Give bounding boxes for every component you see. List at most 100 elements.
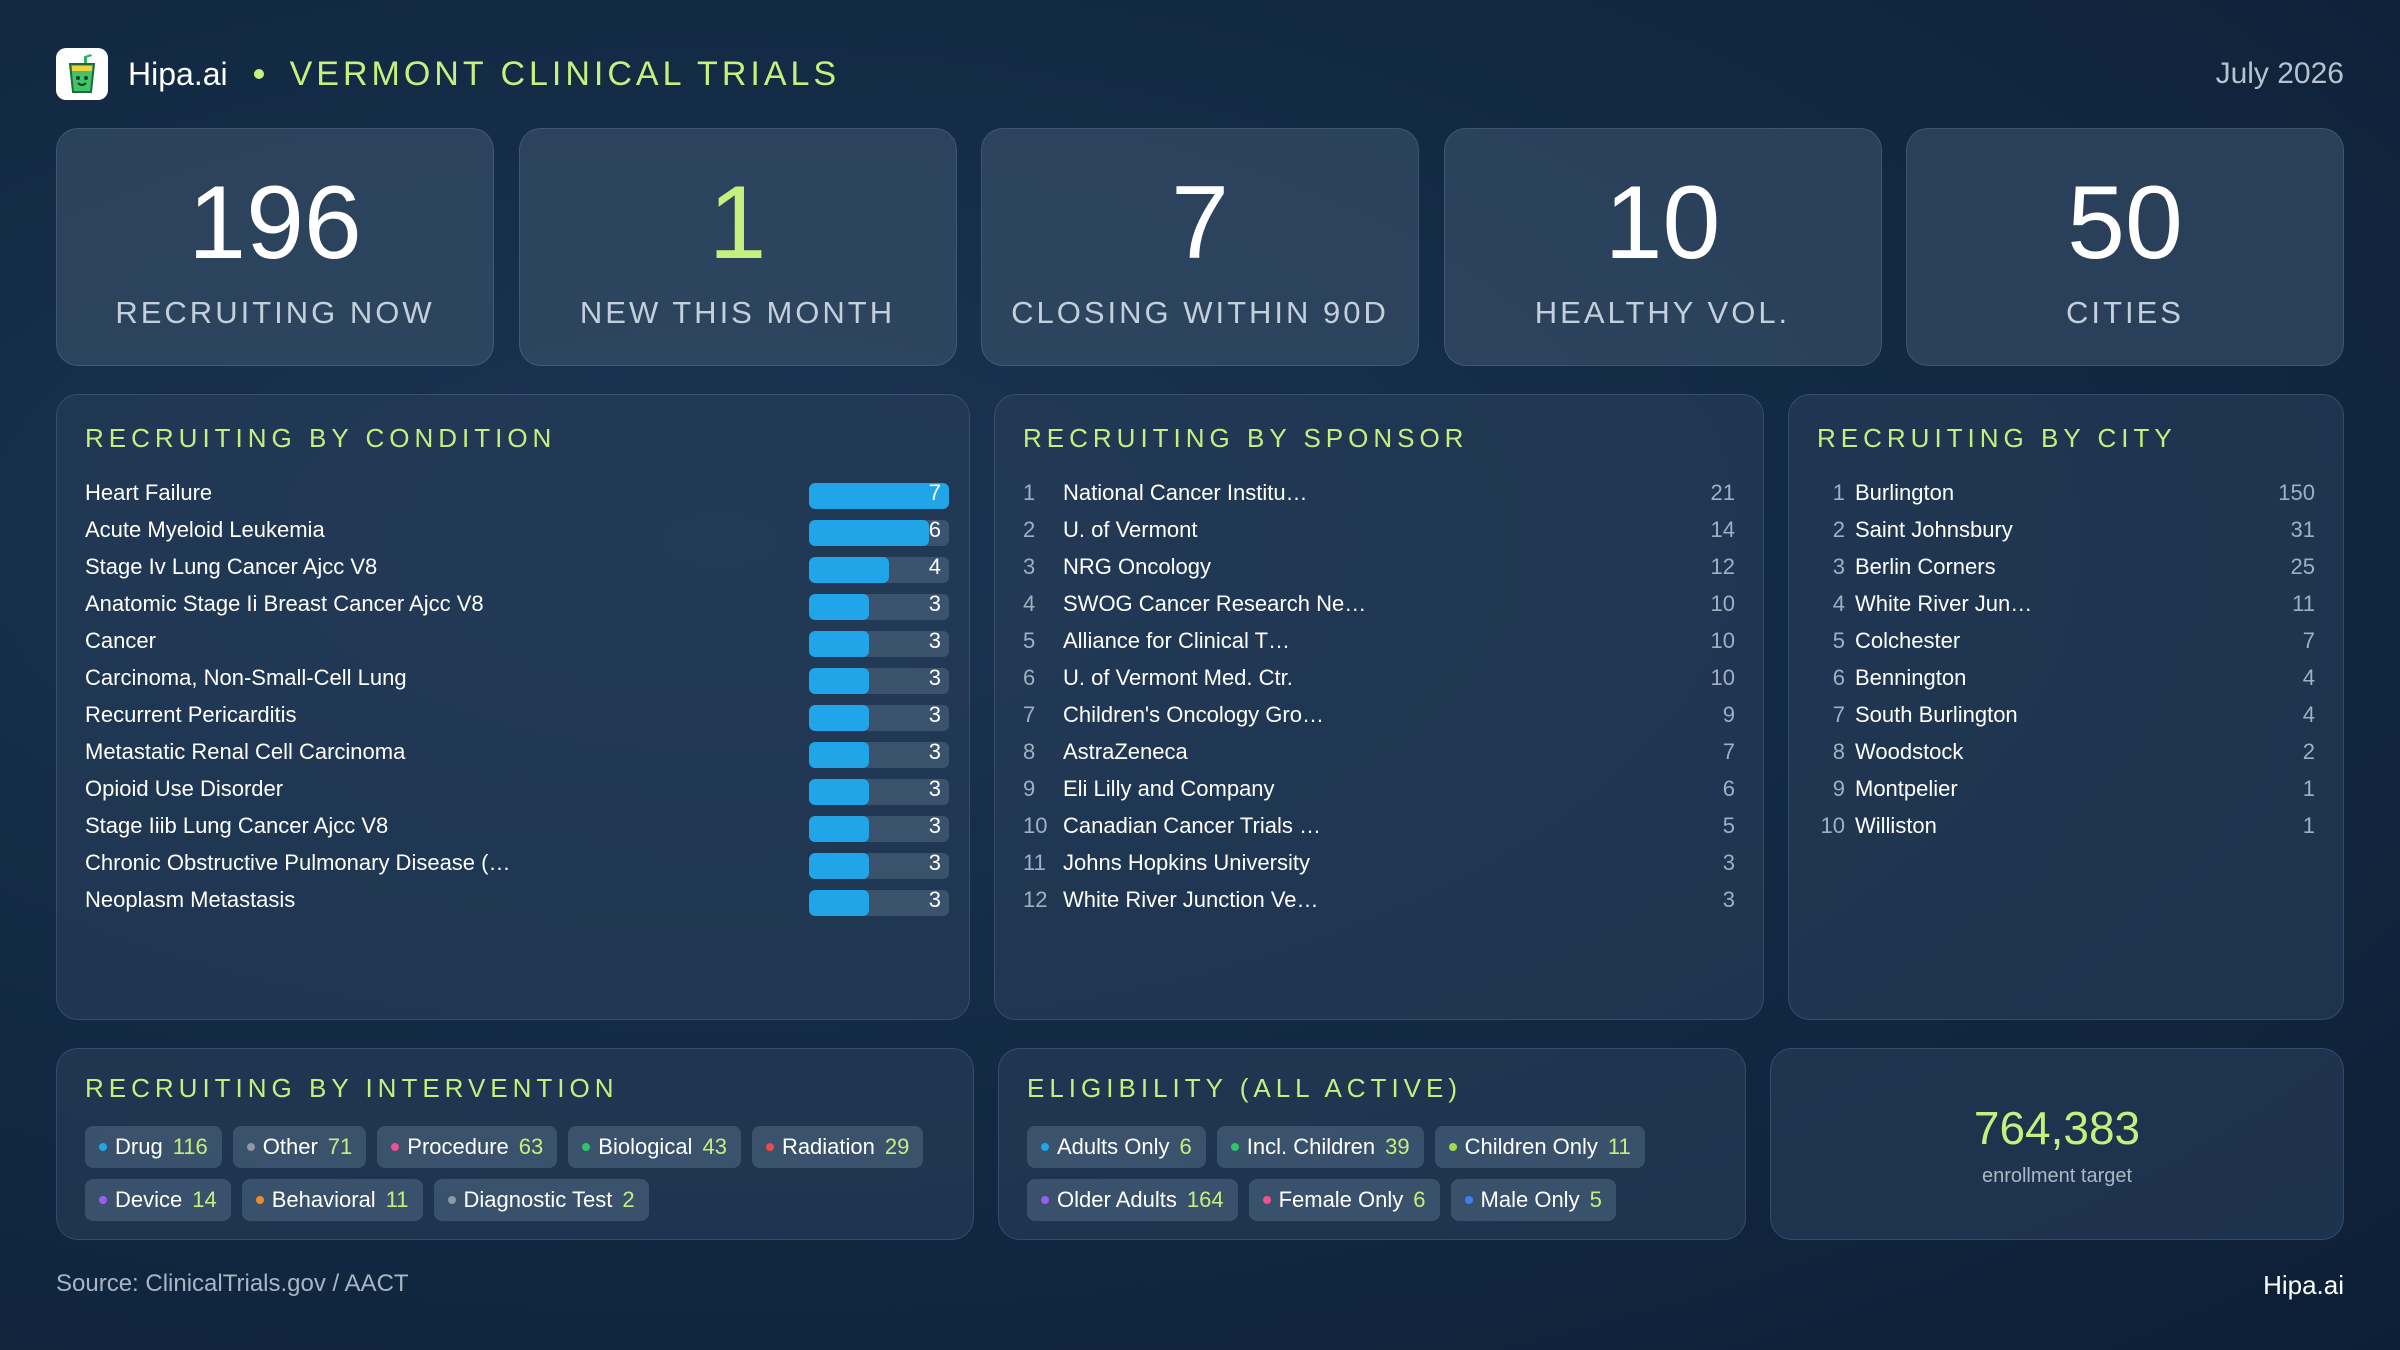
sponsor-name: NRG Oncology	[1063, 554, 1211, 579]
intervention-panel: RECRUITING BY INTERVENTION Drug 116 Other 7…	[56, 1048, 974, 1240]
city-row[interactable]: 1 Burlington 150	[1817, 474, 2315, 511]
city-name: Montpelier	[1855, 776, 1958, 801]
condition-row[interactable]: Chronic Obstructive Pulmonary Disease (……	[85, 844, 949, 881]
kpi-label: NEW THIS MONTH	[579, 295, 896, 330]
sponsor-panel-title: RECRUITING BY SPONSOR	[1023, 423, 1469, 453]
condition-list: Heart Failure 7 Acute Myeloid Leukemia 6 Sta…	[85, 474, 949, 918]
sponsor-name: Children's Oncology Gro…	[1063, 702, 1324, 727]
intervention-chip[interactable]: Drug 116	[85, 1126, 222, 1168]
intervention-chip[interactable]: Other 71	[232, 1126, 367, 1168]
sponsor-row[interactable]: 4 SWOG Cancer Research Ne… 10	[1023, 585, 1735, 622]
sponsor-name: National Cancer Institu…	[1063, 480, 1308, 505]
sponsor-row[interactable]: 2 U. of Vermont 14	[1023, 511, 1735, 548]
condition-count: 3	[928, 628, 941, 653]
eligibility-chip[interactable]: Incl. Children 39	[1216, 1126, 1424, 1168]
eligibility-chip-count: 11	[1607, 1134, 1631, 1159]
city-row[interactable]: 10 Williston 1	[1817, 807, 2315, 844]
city-row[interactable]: 9 Montpelier 1	[1817, 770, 2315, 807]
sponsor-name: U. of Vermont Med. Ctr.	[1063, 665, 1293, 690]
sponsor-name: Canadian Cancer Trials …	[1063, 813, 1322, 838]
intervention-chip-count: 71	[327, 1134, 353, 1159]
intervention-chip[interactable]: Diagnostic Test 2	[433, 1179, 649, 1221]
condition-row[interactable]: Metastatic Renal Cell Carcinoma 3	[85, 733, 949, 770]
eligibility-chip[interactable]: Female Only 6	[1248, 1179, 1440, 1221]
eligibility-chip[interactable]: Adults Only 6	[1027, 1126, 1206, 1168]
eligibility-chip-count: 6	[1179, 1134, 1192, 1159]
eligibility-chip[interactable]: Children Only 11	[1434, 1126, 1645, 1168]
city-count: 4	[2302, 665, 2315, 690]
eligibility-chip-label: Incl. Children	[1246, 1134, 1376, 1159]
sponsor-rank: 7	[1023, 702, 1036, 727]
condition-count: 3	[928, 850, 941, 875]
condition-row[interactable]: Stage Iv Lung Cancer Ajcc V8 4	[85, 548, 949, 585]
condition-row[interactable]: Stage Iiib Lung Cancer Ajcc V8 3	[85, 807, 949, 844]
city-row[interactable]: 7 South Burlington 4	[1817, 696, 2315, 733]
condition-name: Heart Failure	[85, 480, 213, 505]
condition-bar	[809, 890, 869, 916]
intervention-chip[interactable]: Biological 43	[568, 1126, 741, 1168]
eligibility-chip[interactable]: Older Adults 164	[1027, 1179, 1238, 1221]
city-count: 1	[2302, 813, 2315, 838]
intervention-chip-label: Biological	[598, 1134, 693, 1159]
app-logo[interactable]	[56, 48, 108, 100]
city-row[interactable]: 3 Berlin Corners 25	[1817, 548, 2315, 585]
intervention-chip-label: Drug	[115, 1134, 163, 1159]
city-row[interactable]: 2 Saint Johnsbury 31	[1817, 511, 2315, 548]
condition-row[interactable]: Carcinoma, Non-Small-Cell Lung 3	[85, 659, 949, 696]
condition-row[interactable]: Heart Failure 7	[85, 474, 949, 511]
sponsor-name: Eli Lilly and Company	[1063, 776, 1275, 801]
kpi-value: 7	[1171, 165, 1229, 281]
eligibility-chip[interactable]: Male Only 5	[1450, 1179, 1616, 1221]
sponsor-row[interactable]: 3 NRG Oncology 12	[1023, 548, 1735, 585]
footer-brand[interactable]: Hipa.ai	[2263, 1270, 2344, 1300]
city-count: 31	[2290, 517, 2315, 542]
intervention-chip-count: 43	[702, 1134, 727, 1159]
source-credit: Source: ClinicalTrials.gov / AACT	[56, 1270, 409, 1297]
sponsor-row[interactable]: 6 U. of Vermont Med. Ctr. 10	[1023, 659, 1735, 696]
city-count: 2	[2302, 739, 2315, 764]
condition-row[interactable]: Acute Myeloid Leukemia 6	[85, 511, 949, 548]
intervention-chip[interactable]: Device 14	[85, 1179, 231, 1221]
city-row[interactable]: 4 White River Jun… 11	[1817, 585, 2315, 622]
condition-bar	[809, 520, 929, 546]
condition-row[interactable]: Neoplasm Metastasis 3	[85, 881, 949, 918]
enrollment-target-card: 764,383 enrollment target	[1770, 1048, 2344, 1240]
intervention-chip[interactable]: Radiation 29	[751, 1126, 924, 1168]
condition-count: 3	[928, 665, 941, 690]
sponsor-row[interactable]: 7 Children's Oncology Gro… 9	[1023, 696, 1735, 733]
sponsor-row[interactable]: 5 Alliance for Clinical T… 10	[1023, 622, 1735, 659]
city-row[interactable]: 6 Bennington 4	[1817, 659, 2315, 696]
city-name: Colchester	[1855, 628, 1961, 653]
eligibility-chips: Adults Only 6 Incl. Children 39 Children Onl…	[1027, 1126, 1717, 1221]
sponsor-row[interactable]: 1 National Cancer Institu… 21	[1023, 474, 1735, 511]
intervention-chip[interactable]: Behavioral 11	[241, 1179, 423, 1221]
sponsor-count: 3	[1722, 850, 1735, 875]
eligibility-chip-count: 164	[1186, 1187, 1224, 1212]
eligibility-chip-label: Female Only	[1278, 1187, 1404, 1212]
condition-row[interactable]: Cancer 3	[85, 622, 949, 659]
intervention-chip-label: Diagnostic Test	[463, 1187, 613, 1212]
eligibility-chip-dot	[1230, 1143, 1239, 1151]
condition-row[interactable]: Opioid Use Disorder 3	[85, 770, 949, 807]
sponsor-name: Johns Hopkins University	[1063, 850, 1310, 875]
sponsor-row[interactable]: 8 AstraZeneca 7	[1023, 733, 1735, 770]
intervention-chip[interactable]: Procedure 63	[377, 1126, 558, 1168]
sponsor-row[interactable]: 9 Eli Lilly and Company 6	[1023, 770, 1735, 807]
kpi-value: 50	[2067, 165, 2183, 281]
condition-row[interactable]: Anatomic Stage Ii Breast Cancer Ajcc V8 3	[85, 585, 949, 622]
sponsor-row[interactable]: 11 Johns Hopkins University 3	[1023, 844, 1735, 881]
city-rank: 8	[1832, 739, 1845, 764]
city-row[interactable]: 8 Woodstock 2	[1817, 733, 2315, 770]
condition-bar	[809, 557, 889, 583]
city-row[interactable]: 5 Colchester 7	[1817, 622, 2315, 659]
city-rank: 6	[1832, 665, 1845, 690]
city-count: 4	[2302, 702, 2315, 727]
intervention-chip-count: 11	[385, 1187, 409, 1212]
condition-bar-track	[809, 557, 949, 583]
intervention-panel-title: RECRUITING BY INTERVENTION	[85, 1073, 619, 1103]
condition-bar	[809, 816, 869, 842]
sponsor-row[interactable]: 10 Canadian Cancer Trials … 5	[1023, 807, 1735, 844]
sponsor-row[interactable]: 12 White River Junction Ve… 3	[1023, 881, 1735, 918]
condition-row[interactable]: Recurrent Pericarditis 3	[85, 696, 949, 733]
city-count: 7	[2302, 628, 2315, 653]
